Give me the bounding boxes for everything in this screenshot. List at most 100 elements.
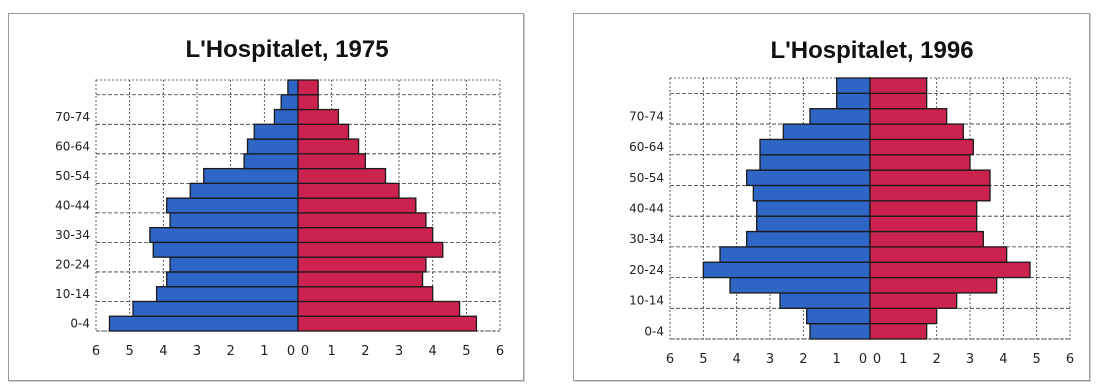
x-tick-label: 2 [799, 352, 807, 367]
x-tick-label: 3 [966, 352, 974, 367]
bar-right-30-34 [869, 230, 984, 248]
x-tick-label: 2 [227, 344, 235, 359]
y-tick-label: 30-34 [55, 228, 90, 242]
y-tick-label: 60-64 [629, 140, 664, 154]
bar-right-15-19 [869, 276, 998, 294]
bar-right-30-34 [297, 226, 434, 244]
x-tick-label: 1 [833, 352, 841, 367]
bar-left-35-39 [169, 212, 299, 229]
bar-left-55-59 [243, 153, 299, 170]
bar-right-35-39 [869, 215, 978, 233]
bar-right-75-79 [297, 94, 319, 111]
population-pyramid-1996: L'Hospitalet, 1996 0-4 10-14 20-24 30-34 40-4… [629, 37, 1074, 367]
bar-right-25-29 [869, 246, 1008, 263]
x-tick-label: 3 [766, 352, 774, 367]
y-tick-label: 0-4 [644, 324, 664, 338]
x-tick-label: 4 [159, 344, 167, 359]
y-tick-label: 50-54 [55, 169, 90, 183]
x-tick-label: 4 [733, 352, 741, 367]
x-tick-label: 4 [429, 344, 437, 359]
bar-right-80-84 [869, 77, 928, 95]
x-tick-label: 4 [999, 352, 1007, 367]
bar-left-15-19 [729, 276, 871, 294]
bar-right-5-9 [869, 307, 938, 325]
bar-left-5-9 [806, 307, 871, 325]
bar-left-60-64 [246, 138, 299, 155]
y-tick-label: 10-14 [629, 294, 664, 308]
x-tick-label: 1 [328, 344, 336, 359]
bar-right-5-9 [297, 300, 461, 317]
x-tick-label: 1 [899, 352, 907, 367]
bar-left-20-24 [169, 256, 299, 273]
bar-left-0-4 [809, 322, 871, 340]
bar-right-75-79 [869, 92, 928, 110]
bar-left-5-9 [132, 300, 299, 317]
bar-right-35-39 [297, 212, 427, 229]
y-tick-label: 20-24 [55, 258, 90, 272]
bar-right-25-29 [297, 241, 444, 258]
x-tick-label: 5 [126, 344, 134, 359]
bar-left-50-54 [746, 169, 871, 187]
x-tick-label: 5 [1033, 352, 1041, 367]
bar-right-80-84 [297, 79, 319, 96]
bar-left-45-49 [752, 184, 871, 202]
bar-left-20-24 [702, 261, 871, 279]
bar-right-55-59 [297, 153, 366, 170]
x-tick-label: 6 [92, 344, 100, 359]
bar-left-25-29 [152, 241, 299, 258]
y-tick-label: 50-54 [629, 171, 664, 185]
bar-right-0-4 [297, 315, 478, 332]
bar-left-75-79 [836, 92, 871, 110]
x-tick-label: 0 [873, 352, 881, 367]
bar-right-65-69 [869, 123, 964, 141]
bar-left-55-59 [759, 154, 871, 171]
bar-right-50-54 [297, 167, 387, 185]
bar-right-45-49 [869, 184, 991, 202]
bar-left-60-64 [759, 138, 871, 156]
y-tick-label: 40-44 [629, 202, 664, 216]
bar-right-20-24 [297, 256, 427, 273]
y-tick-label: 70-74 [55, 110, 90, 124]
bar-left-50-54 [203, 167, 299, 185]
x-tick-label: 6 [666, 352, 674, 367]
y-tick-label: 70-74 [629, 109, 664, 123]
bar-right-0-4 [869, 322, 928, 340]
y-tick-label: 40-44 [55, 199, 90, 213]
bar-left-70-74 [809, 108, 871, 125]
x-tick-label: 6 [1066, 352, 1074, 367]
x-tick-label: 0 [301, 344, 309, 359]
bar-left-30-34 [149, 226, 299, 244]
x-tick-label: 2 [361, 344, 369, 359]
population-pyramid-1975: L'Hospitalet, 1975 0-4 10-14 20-24 30-34 40-4… [55, 36, 504, 359]
x-tick-label: 2 [933, 352, 941, 367]
bar-left-10-14 [779, 292, 871, 309]
y-tick-label: 60-64 [55, 139, 90, 153]
bar-right-40-44 [297, 197, 417, 214]
x-tick-label: 0 [287, 344, 295, 359]
bar-right-15-19 [297, 271, 424, 288]
bar-right-70-74 [869, 108, 948, 125]
bar-right-50-54 [869, 169, 991, 187]
bar-left-65-69 [782, 123, 871, 141]
x-tick-label: 0 [859, 352, 867, 367]
y-tick-label: 0-4 [70, 317, 90, 331]
bar-left-65-69 [253, 123, 299, 140]
chart-title: L'Hospitalet, 1975 [185, 36, 388, 63]
bar-right-55-59 [869, 154, 971, 171]
bar-left-30-34 [746, 230, 871, 248]
bar-left-40-44 [166, 197, 299, 214]
chart-title: L'Hospitalet, 1996 [770, 37, 973, 64]
bar-right-20-24 [869, 261, 1031, 279]
chart-panel-1975: L'Hospitalet, 1975 0-4 10-14 20-24 30-34 40-4… [8, 13, 524, 381]
y-tick-label: 20-24 [629, 263, 664, 277]
bar-right-65-69 [297, 123, 350, 140]
x-tick-label: 5 [699, 352, 707, 367]
bar-left-0-4 [108, 315, 299, 332]
bar-left-40-44 [756, 200, 871, 217]
x-tick-label: 1 [260, 344, 268, 359]
y-tick-label: 10-14 [55, 287, 90, 301]
x-tick-label: 6 [496, 344, 504, 359]
bar-right-10-14 [297, 286, 434, 303]
bar-left-80-84 [287, 79, 299, 96]
x-tick-label: 3 [395, 344, 403, 359]
